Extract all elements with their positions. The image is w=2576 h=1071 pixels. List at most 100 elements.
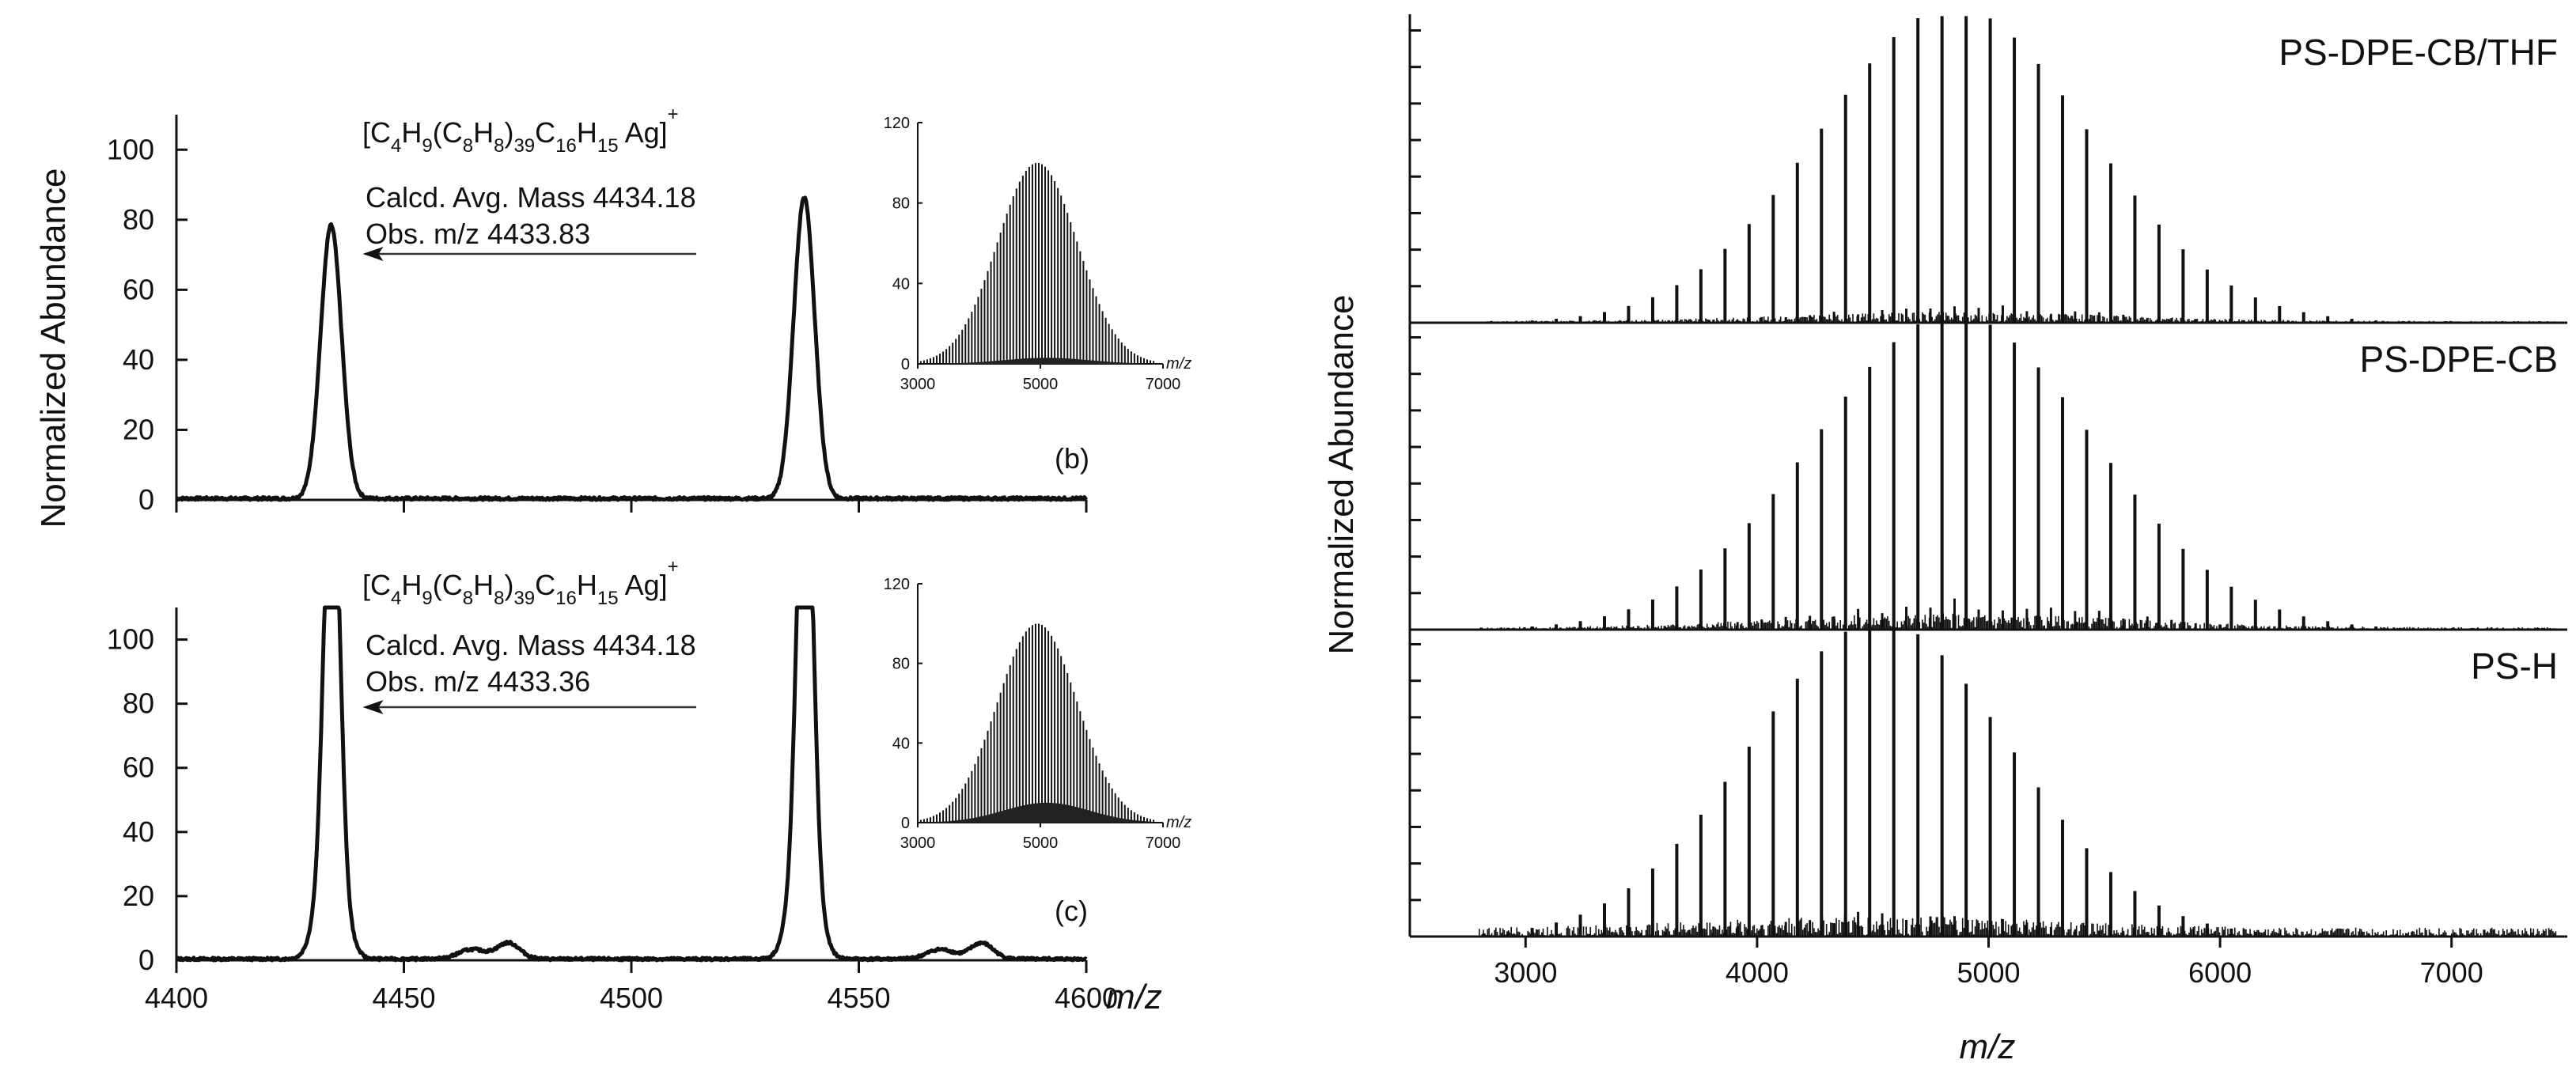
x-tick-label: 3000 (1494, 956, 1557, 989)
formula-part: Ag] (619, 116, 668, 149)
panel-b-calcd: Calcd. Avg. Mass 4434.18 (366, 181, 696, 214)
panel-c-obs: Obs. m/z 4433.36 (366, 665, 590, 698)
inset-y-tick-label: 0 (901, 356, 910, 373)
left-y-axis-title: Normalized Abundance (34, 168, 73, 528)
x-tick-label: 7000 (2420, 956, 2483, 989)
noise-trace (1479, 915, 2557, 937)
x-tick-label: 5000 (1957, 956, 2020, 989)
formula-part: [C (362, 116, 391, 149)
formula-part: Ag] (619, 569, 668, 601)
y-tick-label: 20 (123, 413, 154, 445)
x-tick-label: 4500 (600, 982, 663, 1014)
inset-x-tick-label: 3000 (900, 834, 936, 852)
panel-b-annotation: [C4H9(C8H8)39C16H15 Ag]+ Calcd. Avg. Mas… (362, 104, 696, 261)
formula-part: (C (433, 116, 463, 149)
left-x-axis-title: m/z (1106, 978, 1162, 1016)
right-x-axis-title: m/z (1960, 1027, 2016, 1066)
formula-part: 39 (513, 588, 535, 609)
inset-x-axis-title: m/z (1166, 814, 1191, 831)
formula-part: H (577, 116, 597, 149)
formula-part: 15 (597, 135, 619, 157)
formula-part: 8 (494, 135, 504, 157)
panel-c-annotation: [C4H9(C8H8)39C16H15 Ag]+ Calcd. Avg. Mas… (362, 556, 696, 714)
spectrum-trace (175, 605, 1088, 963)
arrow-head (362, 700, 384, 714)
formula-part: (C (433, 569, 463, 601)
right-y-axis-title: Normalized Abundance (1322, 295, 1361, 655)
formula-part: H (473, 569, 494, 601)
formula-part: C (535, 116, 555, 149)
inset-x-tick-label: 7000 (1146, 376, 1181, 393)
y-tick-label: 0 (138, 483, 154, 516)
arrow-head (362, 247, 384, 261)
formula-part: 16 (555, 135, 577, 157)
panel-label: PS-H (2471, 645, 2558, 687)
panel-c-formula: [C4H9(C8H8)39C16H15 Ag]+ (362, 556, 679, 609)
panel-b-inset: 0 40 80 120 3000 5000 7000 m/z (884, 115, 1192, 393)
x-tick-label: 4400 (145, 982, 208, 1014)
formula-part: H (401, 116, 422, 149)
y-tick-label: 40 (123, 816, 154, 848)
formula-part: H (473, 116, 494, 149)
inset-minor-series (923, 802, 1151, 823)
inset-y-tick-label: 0 (901, 815, 910, 832)
formula-part: 8 (494, 588, 504, 609)
formula-part: 9 (422, 135, 432, 157)
noise-trace (1479, 312, 2557, 323)
inset-x-tick-label: 5000 (1023, 834, 1059, 852)
y-tick-label: 80 (123, 203, 154, 236)
formula-part: C (535, 569, 555, 601)
formula-part: + (668, 104, 679, 125)
inset-y-tick-label: 40 (892, 275, 910, 293)
formula-part: 16 (555, 588, 577, 609)
formula-part: 4 (391, 588, 401, 609)
formula-part: 39 (513, 135, 535, 157)
right-panel-ps-dpe-cb-thf: PS-DPE-CB/THF (1410, 16, 2567, 324)
formula-part: + (668, 556, 679, 577)
formula-part: ) (504, 569, 513, 601)
y-tick-label: 100 (107, 133, 154, 165)
formula-part: 9 (422, 588, 432, 609)
right-panel-ps-dpe-cb: PS-DPE-CB (1410, 323, 2567, 631)
y-tick-label: 80 (123, 687, 154, 720)
panel-b-formula: [C4H9(C8H8)39C16H15 Ag]+ (362, 104, 679, 157)
formula-part: 8 (463, 135, 473, 157)
x-tick-label: 4000 (1726, 956, 1789, 989)
x-tick-label: 6000 (2188, 956, 2252, 989)
y-tick-label: 100 (107, 623, 154, 656)
inset-y-tick-label: 120 (884, 576, 910, 593)
right-panel-ps-h: PS-H (1410, 630, 2558, 938)
panel-c-inset: 0 40 80 120 3000 5000 7000 m/z (884, 576, 1192, 852)
formula-part: H (577, 569, 597, 601)
inset-x-axis-title: m/z (1166, 355, 1191, 373)
panel-c-calcd: Calcd. Avg. Mass 4434.18 (366, 629, 696, 661)
x-tick-label: 4550 (827, 982, 890, 1014)
panel-b-obs: Obs. m/z 4433.83 (366, 218, 590, 250)
panel-c-plot: 0 20 40 60 80 100 4400 4450 4500 4550 4600 (107, 605, 1118, 1014)
inset-y-tick-label: 80 (892, 656, 910, 673)
right-stack: PS-DPE-CB/THF PS-DPE-CB PS-H 3000 4000 5000 60… (1408, 14, 2567, 989)
inset-minor-series (923, 358, 1151, 364)
formula-part: H (401, 569, 422, 601)
inset-x-tick-label: 7000 (1146, 834, 1181, 852)
formula-part: 8 (463, 588, 473, 609)
y-tick-label: 60 (123, 273, 154, 305)
inset-y-tick-label: 80 (892, 195, 910, 213)
inset-y-tick-label: 120 (884, 115, 910, 132)
inset-x-tick-label: 3000 (900, 376, 936, 393)
y-tick-label: 0 (138, 944, 154, 976)
formula-part: 4 (391, 135, 401, 157)
noise-trace (1479, 613, 2557, 630)
y-tick-label: 40 (123, 343, 154, 376)
panel-label: PS-DPE-CB (2360, 339, 2558, 380)
y-tick-label: 20 (123, 880, 154, 912)
panel-label: PS-DPE-CB/THF (2279, 32, 2558, 73)
formula-part: 15 (597, 588, 619, 609)
inset-y-tick-label: 40 (892, 735, 910, 752)
panel-c-label: (c) (1055, 895, 1088, 927)
spectrum-trace (175, 195, 1089, 502)
formula-part: ) (504, 116, 513, 149)
